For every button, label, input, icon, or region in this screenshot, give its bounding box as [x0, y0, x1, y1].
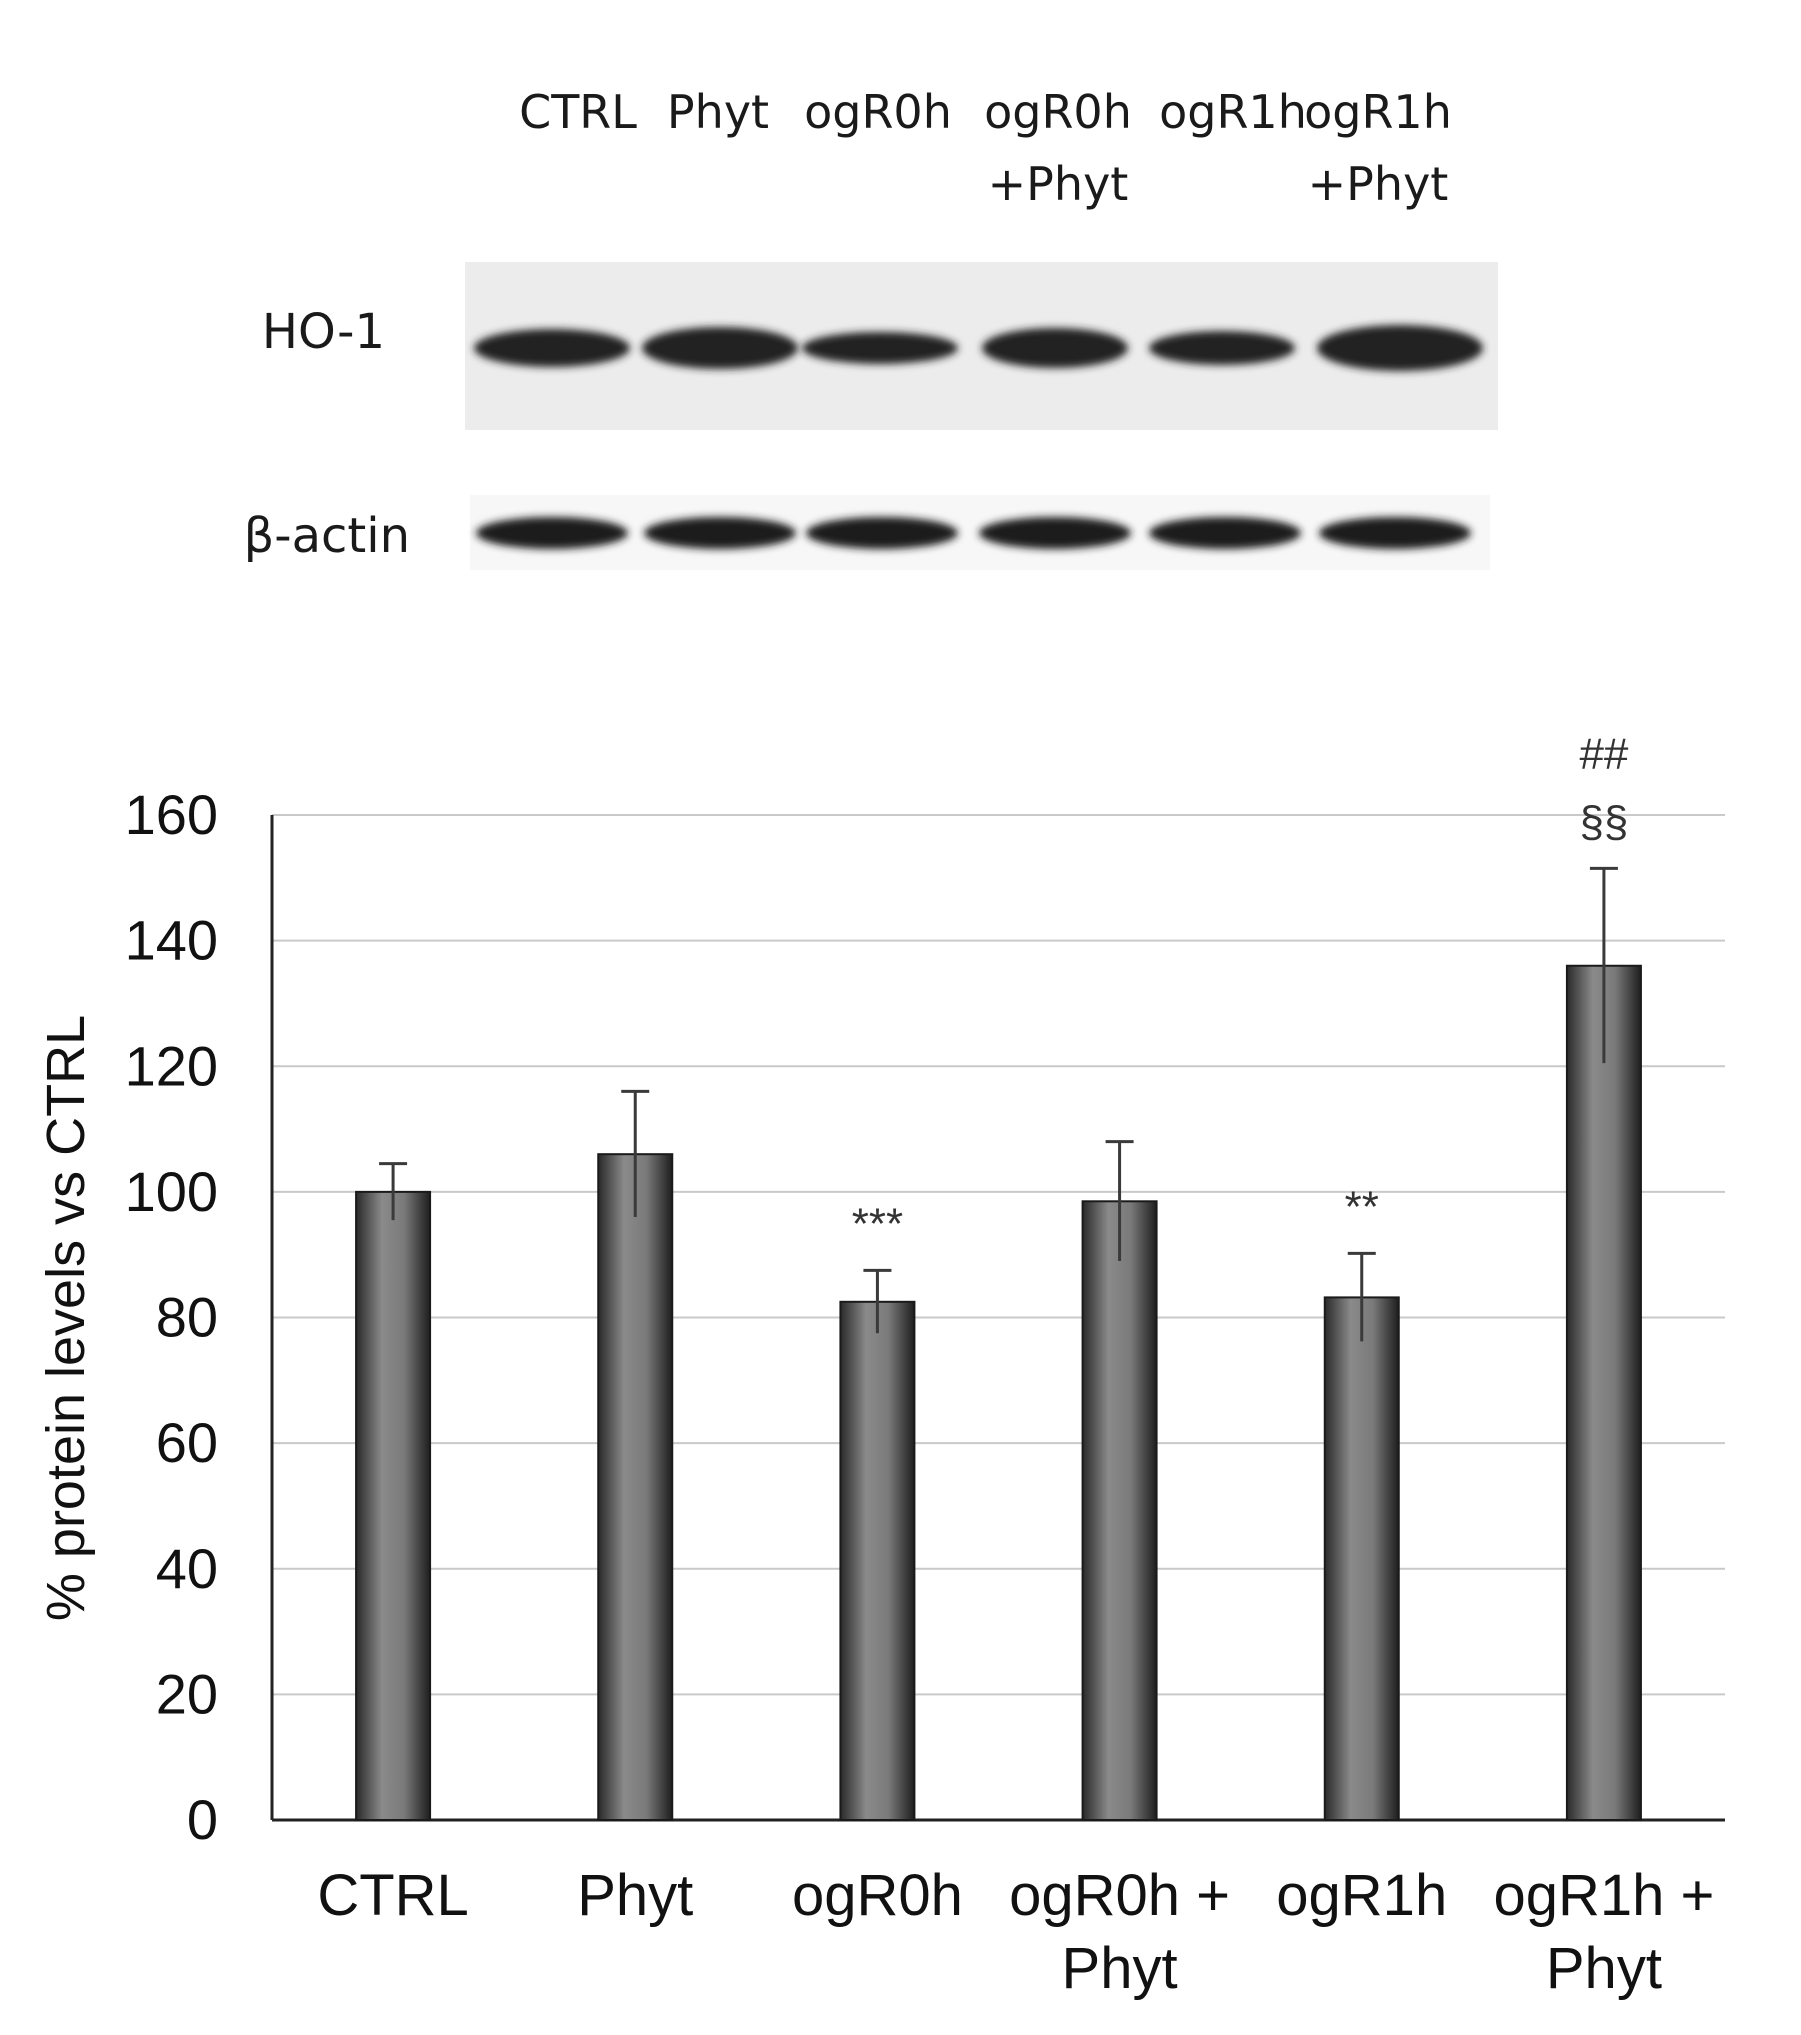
category-label-5: ogR1h: [1276, 1863, 1447, 1928]
category-label-4: ogR0h +: [1009, 1863, 1230, 1928]
band-actin-2: [644, 517, 796, 549]
category-sublabel-4: Phyt: [1062, 1936, 1178, 2001]
significance-6-1: ##: [1579, 729, 1628, 778]
lane-sublabel-4: +Phyt: [988, 157, 1129, 211]
band-ho1-2: [642, 327, 798, 369]
lane-sublabel-6: +Phyt: [1308, 157, 1449, 211]
y-tick-80: 80: [156, 1286, 218, 1349]
error-bar-1: [379, 1162, 408, 1221]
y-tick-60: 60: [156, 1411, 218, 1474]
category-sublabel-6: Phyt: [1546, 1936, 1662, 2001]
error-bar-5: [1347, 1251, 1376, 1342]
band-actin-6: [1319, 517, 1471, 549]
lane-label-5: ogR1h: [1159, 85, 1307, 139]
bar-6: [1565, 964, 1642, 1821]
y-axis-label: % protein levels vs CTRL: [36, 1015, 96, 1621]
bar-3: [839, 1300, 916, 1821]
y-tick-labels: 0 20 40 60 80 100 120 140 160: [125, 783, 218, 1851]
error-bar-2: [621, 1089, 650, 1217]
lane-label-2: Phyt: [667, 85, 769, 139]
band-actin-1: [476, 517, 628, 549]
significance-5-1: **: [1345, 1182, 1379, 1231]
band-actin-3: [806, 517, 958, 549]
y-tick-160: 160: [125, 783, 218, 846]
y-tick-100: 100: [125, 1160, 218, 1223]
category-label-3: ogR0h: [792, 1863, 963, 1928]
gridlines: [272, 814, 1725, 1696]
lane-label-1: CTRL: [519, 85, 637, 139]
bar-5: [1323, 1296, 1400, 1821]
significance-6-2: §§: [1579, 797, 1628, 846]
band-ho1-1: [474, 329, 630, 367]
error-bars: [379, 866, 1618, 1342]
band-ho1-4: [982, 328, 1128, 368]
bands: [474, 325, 1483, 549]
band-ho1-5: [1149, 331, 1295, 365]
y-tick-120: 120: [125, 1034, 218, 1097]
band-ho1-3: [802, 332, 958, 364]
error-bar-6: [1589, 866, 1618, 1064]
category-label-2: Phyt: [577, 1863, 693, 1928]
lane-label-6: ogR1h: [1304, 85, 1452, 139]
y-tick-20: 20: [156, 1662, 218, 1725]
bars: [355, 964, 1642, 1821]
lane-label-4: ogR0h: [984, 85, 1132, 139]
error-bar-4: [1105, 1140, 1134, 1261]
row-label-beta-actin: β-actin: [244, 508, 410, 564]
lane-label-3: ogR0h: [804, 85, 952, 139]
bar-4: [1081, 1200, 1158, 1821]
band-actin-4: [979, 517, 1131, 549]
y-tick-140: 140: [125, 909, 218, 972]
significance-marks: *** **##§§: [852, 729, 1629, 1248]
bar-1: [355, 1190, 432, 1821]
band-actin-5: [1149, 517, 1301, 549]
error-bar-3: [863, 1268, 892, 1334]
category-labels: CTRL Phyt ogR0h ogR0h + Phyt ogR1h ogR1h + Phyt: [317, 1863, 1714, 2001]
significance-3-1: ***: [852, 1199, 903, 1248]
row-label-ho1: HO-1: [262, 304, 385, 360]
y-tick-0: 0: [187, 1788, 218, 1851]
category-label-1: CTRL: [317, 1863, 468, 1928]
category-label-6: ogR1h +: [1493, 1863, 1714, 1928]
band-ho1-6: [1317, 325, 1483, 371]
y-tick-40: 40: [156, 1537, 218, 1600]
bar-2: [597, 1153, 674, 1821]
